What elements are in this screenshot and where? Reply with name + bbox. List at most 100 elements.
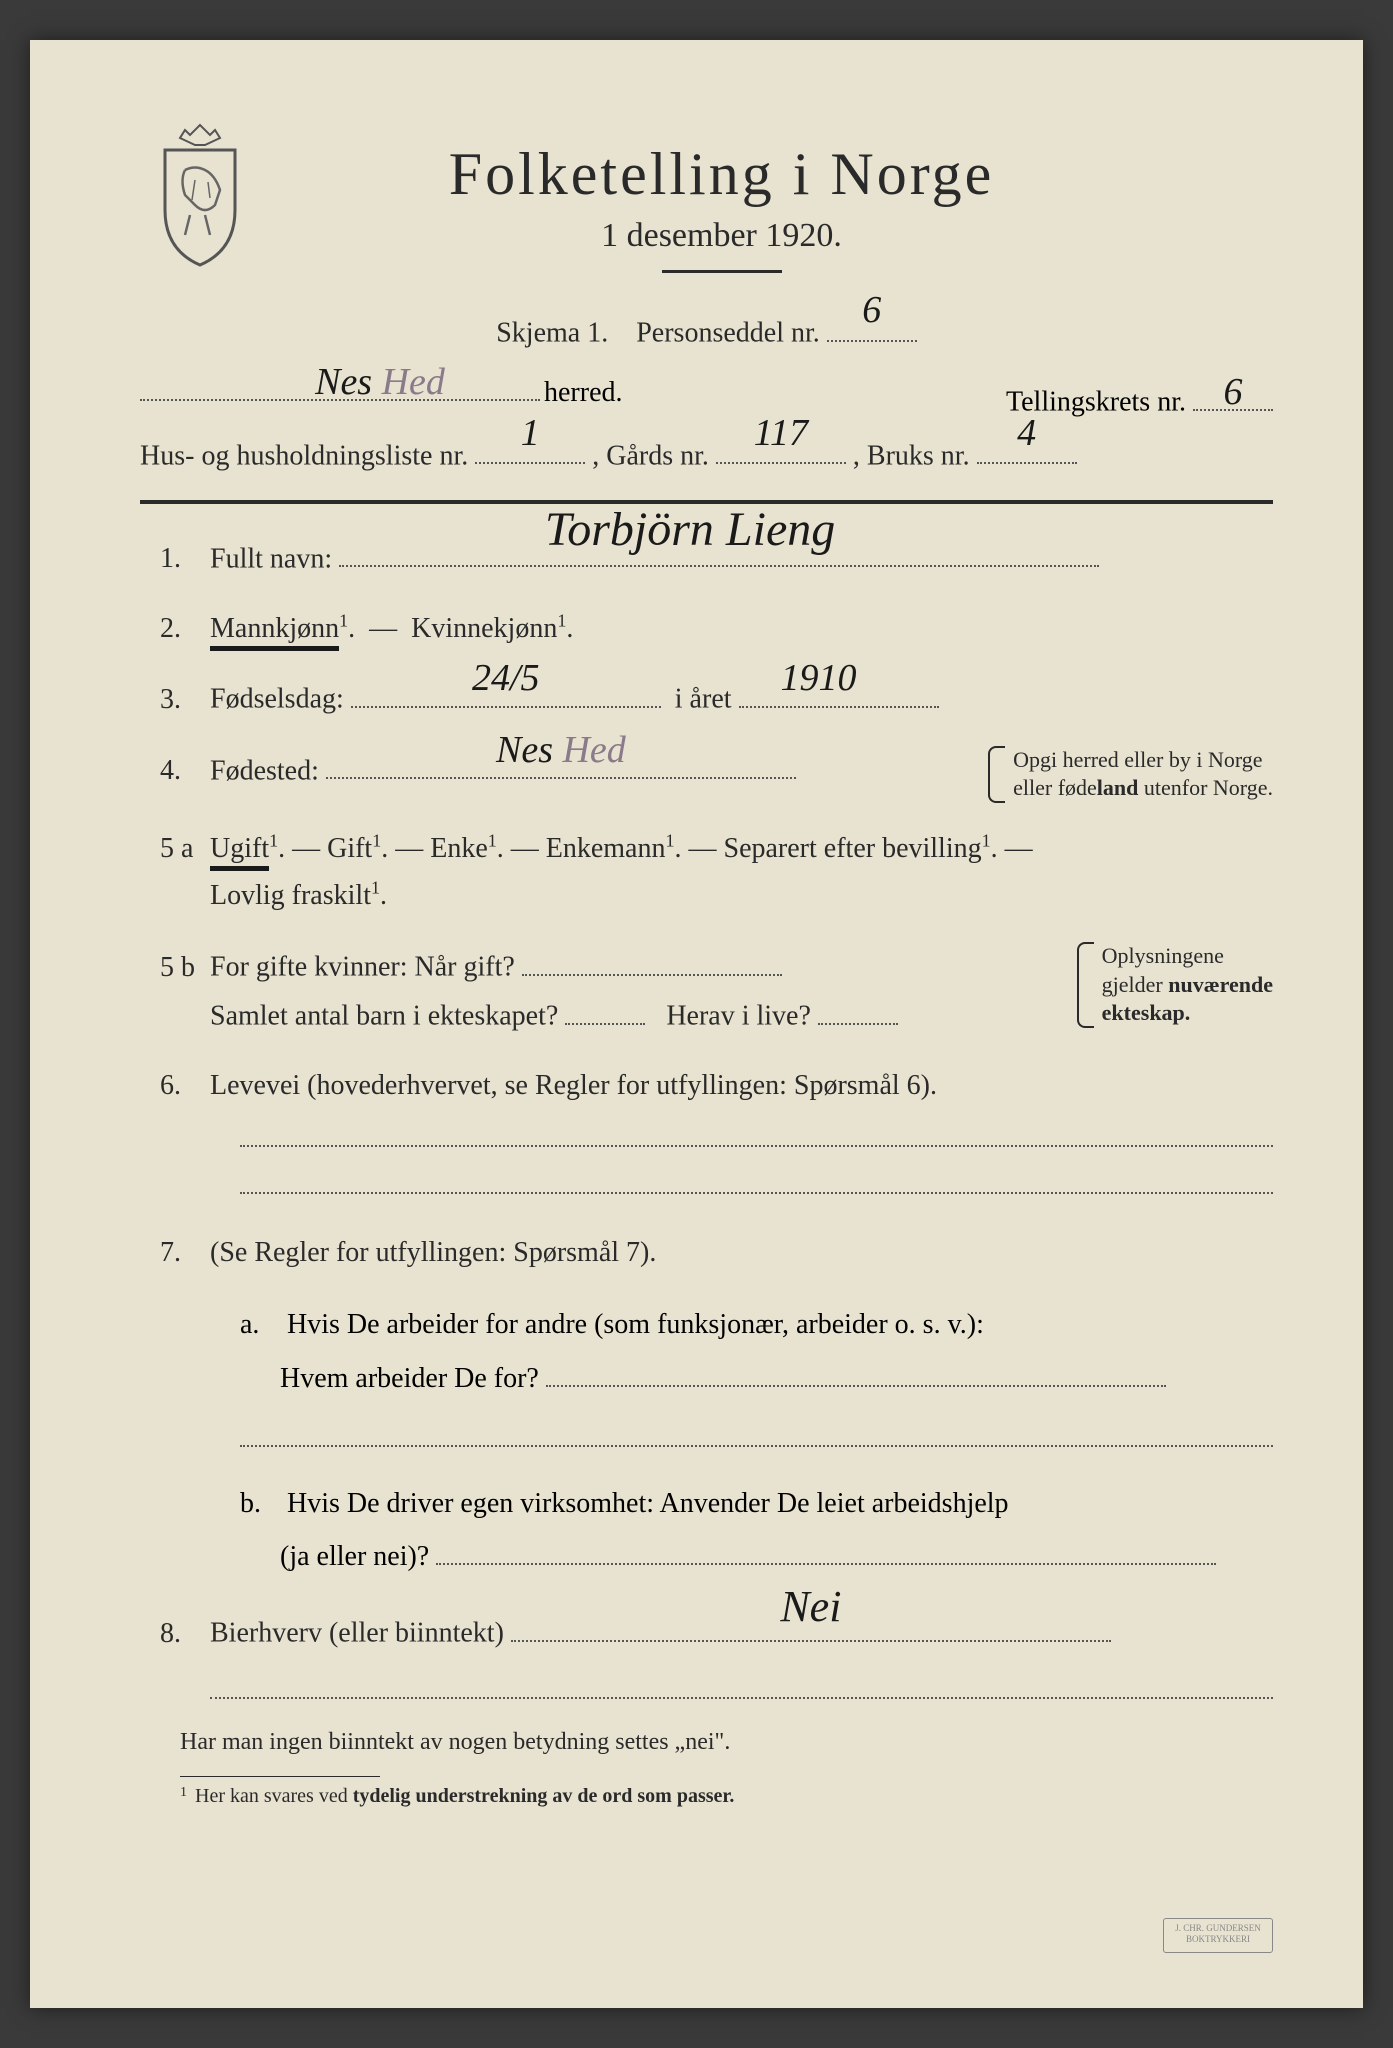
q4-num: 4. xyxy=(140,747,210,795)
q5b-line1: For gifte kvinner: Når gift? xyxy=(210,952,515,983)
q1-value: Torbjörn Lieng xyxy=(545,489,835,571)
q2-row: 2. Mannkjønn1. — Kvinnekjønn1. xyxy=(140,605,1273,653)
bruks-field: 4 xyxy=(977,431,1077,465)
q6-content: Levevei (hovederhvervet, se Regler for u… xyxy=(210,1062,1273,1110)
skjema-line: Skjema 1. Personseddel nr. 6 xyxy=(140,308,1273,359)
q5a-num: 5 a xyxy=(140,825,210,873)
subtitle: 1 desember 1920. xyxy=(290,217,1153,255)
personseddel-label: Personseddel nr. xyxy=(636,318,820,349)
crest-svg xyxy=(140,120,260,270)
q6-blank-1 xyxy=(240,1145,1273,1147)
q7b: b. Hvis De driver egen virksomhet: Anven… xyxy=(140,1477,1273,1583)
q1-num: 1. xyxy=(140,535,210,583)
census-form-page: Folketelling i Norge 1 desember 1920. Sk… xyxy=(30,40,1363,2008)
q3-year-label: i året xyxy=(675,684,732,715)
q4-row: 4. Fødested: Nes Hed Opgi herred eller b… xyxy=(140,746,1273,803)
q3-day-field: 24/5 xyxy=(351,674,661,708)
husliste-value: 1 xyxy=(521,399,540,467)
q1-row: 1. Fullt navn: Torbjörn Lieng xyxy=(140,534,1273,583)
q7a-field xyxy=(546,1353,1166,1387)
footnote-marker: 1 xyxy=(180,1785,187,1801)
husliste-row: Hus- og husholdningsliste nr. 1 , Gårds … xyxy=(140,431,1273,482)
q7b-line1: Hvis De driver egen virksomhet: Anvender… xyxy=(287,1488,1009,1519)
q6-blank-2 xyxy=(240,1192,1273,1194)
q7b-field xyxy=(436,1531,1216,1565)
q7-intro: (Se Regler for utfyllingen: Spørsmål 7). xyxy=(210,1229,1273,1277)
header-section: Folketelling i Norge 1 desember 1920. xyxy=(140,140,1273,298)
q3-num: 3. xyxy=(140,676,210,724)
bruks-value: 4 xyxy=(1017,399,1036,467)
q3-content: Fødselsdag: 24/5 i året 1910 xyxy=(210,674,1273,723)
q3-label: Fødselsdag: xyxy=(210,684,344,715)
q2-num: 2. xyxy=(140,605,210,653)
q8-value: Nei xyxy=(780,1570,841,1645)
tellingskrets-value: 6 xyxy=(1224,370,1243,414)
q3-row: 3. Fødselsdag: 24/5 i året 1910 xyxy=(140,674,1273,723)
tellingskrets-field: 6 xyxy=(1193,377,1273,411)
gards-value: 117 xyxy=(754,399,808,467)
q8-blank xyxy=(210,1697,1273,1699)
q3-day-value: 24/5 xyxy=(472,646,540,711)
skjema-label: Skjema 1. xyxy=(496,318,608,349)
gards-label: , Gårds nr. xyxy=(592,440,709,471)
q5a-content: Ugift1. — Gift1. — Enke1. — Enkemann1. —… xyxy=(210,825,1273,920)
q5b-live-field xyxy=(818,991,898,1025)
q1-field: Torbjörn Lieng xyxy=(339,534,1099,568)
footnote-rule xyxy=(180,1776,380,1777)
q2-content: Mannkjønn1. — Kvinnekjønn1. xyxy=(210,605,1273,653)
q5a-ugift: Ugift xyxy=(210,833,269,871)
q8-row: 8. Bierhverv (eller biinntekt) Nei xyxy=(140,1608,1273,1657)
q5b-note: Oplysningene gjelder nuværende ekteskap. xyxy=(1077,942,1273,1028)
norwegian-coat-of-arms-icon xyxy=(140,120,260,270)
q3-year-value: 1910 xyxy=(781,646,857,711)
q4-content: Fødested: Nes Hed Opgi herred eller by i… xyxy=(210,746,1273,803)
q5a-gift: Gift xyxy=(327,833,372,864)
q7-row: 7. (Se Regler for utfyllingen: Spørsmål … xyxy=(140,1229,1273,1277)
q5a-enkemann: Enkemann xyxy=(546,833,666,864)
footer-note: Har man ingen biinntekt av nogen betydni… xyxy=(140,1729,1273,1756)
q5b-gift-field xyxy=(522,942,782,976)
q6-num: 6. xyxy=(140,1062,210,1110)
tellingskrets-right: Tellingskrets nr. 6 xyxy=(1006,377,1273,419)
q4-note: Opgi herred eller by i Norge eller fødel… xyxy=(988,746,1273,803)
q6-row: 6. Levevei (hovederhvervet, se Regler fo… xyxy=(140,1062,1273,1110)
q5b-line2a: Samlet antal barn i ekteskapet? xyxy=(210,1001,558,1032)
q5a-fraskilt: Lovlig fraskilt xyxy=(210,880,371,911)
main-title: Folketelling i Norge xyxy=(290,140,1153,209)
q4-field: Nes Hed xyxy=(326,746,796,780)
q7b-label: b. xyxy=(240,1477,280,1530)
q4-label: Fødested: xyxy=(210,755,319,786)
q7a-blank xyxy=(240,1445,1273,1447)
q2-mann: Mannkjønn xyxy=(210,613,339,651)
herred-left: Nes Hed herred. xyxy=(140,377,623,419)
herred-value: Nes Hed xyxy=(315,360,445,404)
personseddel-value: 6 xyxy=(862,276,881,344)
q5b-content: For gifte kvinner: Når gift? Samlet anta… xyxy=(210,942,1273,1040)
q5b-row: 5 b For gifte kvinner: Når gift? Samlet … xyxy=(140,942,1273,1040)
q7a: a. Hvis De arbeider for andre (som funks… xyxy=(140,1298,1273,1404)
herred-row: Nes Hed herred. Tellingskrets nr. 6 xyxy=(140,377,1273,419)
q5b-line2b: Herav i live? xyxy=(666,1001,811,1032)
q4-value: Nes Hed xyxy=(496,718,626,783)
q7a-line1: Hvis De arbeider for andre (som funksjon… xyxy=(287,1309,984,1340)
herred-label: herred. xyxy=(544,377,623,408)
bruks-label: , Bruks nr. xyxy=(853,440,970,471)
q8-content: Bierhverv (eller biinntekt) Nei xyxy=(210,1608,1273,1657)
q5a-enke: Enke xyxy=(430,833,488,864)
q7b-line2: (ja eller nei)? xyxy=(240,1541,429,1572)
title-rule xyxy=(662,270,782,273)
husliste-label: Hus- og husholdningsliste nr. xyxy=(140,440,468,471)
q1-content: Fullt navn: Torbjörn Lieng xyxy=(210,534,1273,583)
gards-field: 117 xyxy=(716,431,846,465)
footnote: 1 Her kan svares ved tydelig understrekn… xyxy=(140,1785,1273,1808)
q5b-barn-field xyxy=(565,991,645,1025)
herred-field: Nes Hed xyxy=(140,382,540,401)
husliste-field: 1 xyxy=(475,431,585,465)
q5a-separert: Separert efter bevilling xyxy=(724,833,982,864)
printer-stamp: J. CHR. GUNDERSENBOKTRYKKERI xyxy=(1163,1918,1273,1953)
q2-kvinne: Kvinnekjønn xyxy=(411,613,557,644)
q5a-row: 5 a Ugift1. — Gift1. — Enke1. — Enkemann… xyxy=(140,825,1273,920)
q8-label: Bierhverv (eller biinntekt) xyxy=(210,1618,504,1649)
q8-field: Nei xyxy=(511,1608,1111,1642)
q7a-label: a. xyxy=(240,1298,280,1351)
